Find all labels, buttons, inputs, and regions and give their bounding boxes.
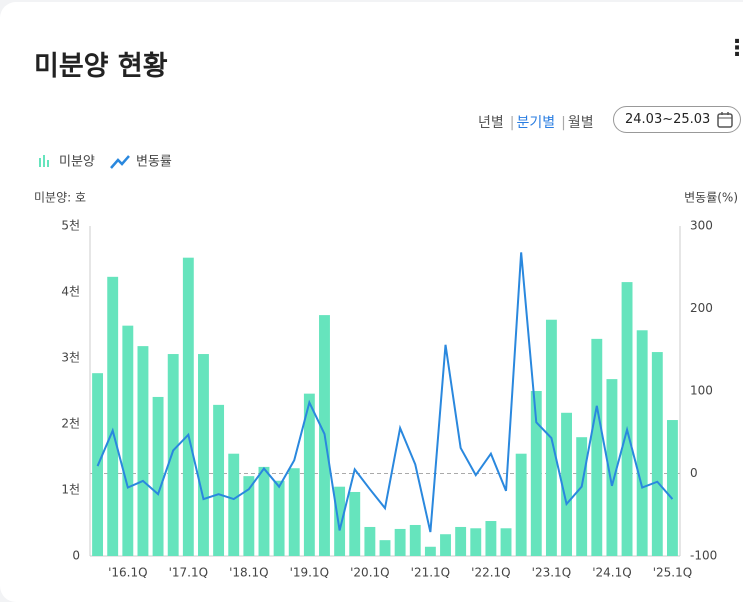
x-tick-label: '21.1Q bbox=[411, 566, 450, 580]
bar bbox=[576, 437, 588, 556]
x-tick-label: '18.1Q bbox=[229, 566, 268, 580]
legend-icon bbox=[110, 155, 130, 169]
calendar-icon bbox=[717, 112, 733, 128]
menu[interactable]: ⋮ bbox=[726, 36, 743, 61]
bar bbox=[455, 526, 467, 556]
bar bbox=[182, 257, 194, 556]
y2-tick-label: 200 bbox=[690, 301, 713, 315]
bar bbox=[485, 521, 497, 556]
bar bbox=[364, 526, 376, 556]
period-tabs: 년별 | 분기별 | 월별 bbox=[478, 115, 594, 131]
legend-icon bbox=[47, 160, 49, 167]
bar bbox=[213, 404, 225, 556]
y2-tick-label: 300 bbox=[690, 219, 713, 233]
y2-tick-label: 100 bbox=[690, 384, 713, 398]
legend-label: 미분양 bbox=[59, 155, 95, 170]
bar bbox=[243, 476, 255, 556]
bar bbox=[258, 466, 270, 556]
legend-icon bbox=[43, 155, 45, 167]
line bbox=[96, 252, 674, 533]
bar bbox=[515, 453, 527, 556]
x-tick-label: '16.1Q bbox=[108, 566, 147, 580]
bar bbox=[334, 486, 346, 556]
bar bbox=[152, 396, 164, 556]
period-tab[interactable]: 월별 bbox=[567, 115, 594, 131]
x-tick-label: '23.1Q bbox=[532, 566, 571, 580]
bar bbox=[530, 391, 542, 556]
bar bbox=[122, 325, 134, 556]
bar bbox=[303, 393, 315, 556]
bar bbox=[636, 330, 648, 556]
bar bbox=[228, 453, 240, 556]
bar bbox=[198, 354, 209, 556]
bar bbox=[409, 524, 421, 556]
bar bbox=[606, 379, 618, 556]
bar bbox=[666, 420, 678, 556]
y-tick-label: 5천 bbox=[61, 218, 80, 233]
bar bbox=[379, 540, 391, 556]
bar bbox=[470, 528, 482, 556]
x-tick-label: '20.1Q bbox=[350, 566, 389, 580]
bar bbox=[107, 276, 119, 556]
title: 미분양 현황 bbox=[34, 51, 168, 82]
bar bbox=[500, 528, 512, 556]
bar bbox=[621, 282, 633, 556]
bar bbox=[561, 412, 572, 556]
bar bbox=[651, 352, 663, 556]
y2-axis-label: 변동률(%) bbox=[684, 191, 738, 205]
x-tick-label: '19.1Q bbox=[290, 566, 329, 580]
y-axis-label: 미분양: 호 bbox=[34, 191, 86, 205]
period-tab[interactable]: 년별 bbox=[478, 115, 504, 131]
legend-label: 변동률 bbox=[136, 155, 172, 170]
x-tick-label: '22.1Q bbox=[471, 566, 510, 580]
bar bbox=[288, 468, 300, 556]
y2-tick-label: -100 bbox=[690, 549, 717, 563]
y-tick-label: 0 bbox=[72, 549, 80, 563]
bar bbox=[349, 491, 361, 556]
legend-icon bbox=[39, 158, 41, 167]
date-text: 24.03~25.03 bbox=[625, 112, 711, 127]
x-tick-label: '25.1Q bbox=[653, 566, 692, 580]
bar bbox=[591, 338, 603, 556]
bar bbox=[273, 480, 285, 556]
y-tick-label: 4천 bbox=[61, 284, 80, 299]
x-tick-label: '24.1Q bbox=[592, 566, 631, 580]
bar bbox=[167, 354, 179, 556]
x-tick-label: '17.1Q bbox=[169, 566, 208, 580]
y-tick-label: 1천 bbox=[61, 482, 80, 497]
y-tick-label: 3천 bbox=[61, 350, 80, 365]
bar bbox=[137, 346, 149, 556]
bar bbox=[424, 546, 436, 556]
y-tick-label: 2천 bbox=[61, 416, 80, 431]
period-tab[interactable]: 분기별 bbox=[516, 115, 556, 131]
bar bbox=[394, 528, 406, 556]
date-range[interactable]: 24.03~25.03 bbox=[613, 106, 741, 133]
bar bbox=[440, 534, 451, 556]
y2-tick-label: 0 bbox=[690, 466, 698, 480]
